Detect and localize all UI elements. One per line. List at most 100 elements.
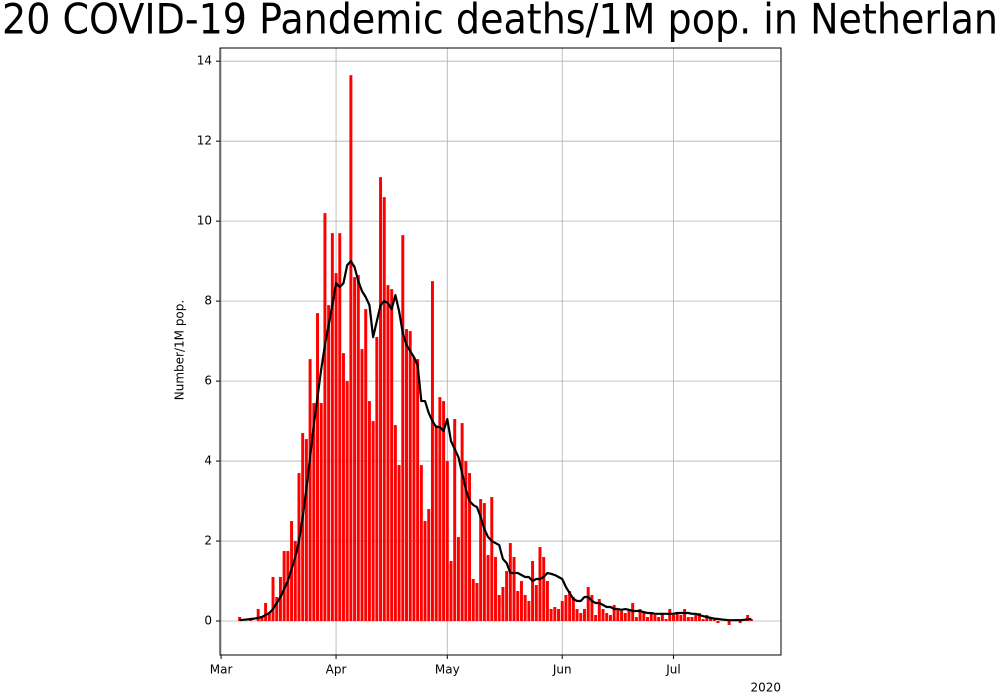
bar [356,275,360,622]
bar [271,577,275,622]
bar [601,609,605,622]
bar [304,439,308,622]
bar [534,585,538,622]
x-tick-label: Apr [326,663,347,677]
bar [464,461,468,622]
bar [579,613,583,622]
bar [668,609,672,622]
bar [620,611,624,622]
bar [605,613,609,622]
bar [334,273,338,622]
bar [531,561,535,622]
bar [330,233,334,622]
bar [660,613,664,622]
bar [382,197,386,622]
bar [379,177,383,622]
bar [353,277,357,622]
bar [460,423,464,622]
bar [683,609,687,622]
bar [479,499,483,622]
bar [408,331,412,622]
bar [575,609,579,622]
bar [616,609,620,622]
bar [453,419,457,622]
bar [679,615,683,622]
bar [423,521,427,622]
x-tick-label: May [435,663,460,677]
bar [371,421,375,622]
y-tick-label: 8 [204,294,212,308]
bar [393,425,397,622]
bar [475,583,479,622]
bar [523,595,527,622]
bar [538,547,542,622]
bar [653,615,657,622]
bar [512,557,516,622]
bar [583,609,586,622]
bar [501,587,505,622]
bar [642,611,646,622]
bar [716,621,720,624]
bar [508,543,512,622]
bar [308,359,312,622]
y-tick-label: 14 [197,54,212,68]
bar [542,557,546,622]
bar [260,617,264,622]
bar [490,497,494,622]
bar [486,555,490,622]
bar [671,615,675,622]
bar [238,617,242,622]
bar [264,603,268,622]
bar [430,281,434,622]
bar [282,551,286,622]
bar [527,601,531,622]
bar [345,381,349,622]
bar [557,609,561,622]
bar [449,561,453,622]
bar [553,607,557,622]
bar [341,353,345,622]
bar [709,617,713,622]
bar [516,591,520,622]
bar [471,579,475,622]
bar [664,619,668,622]
bar [482,503,486,622]
bar [386,285,390,622]
bar [638,609,642,622]
bar [505,571,509,622]
bar [686,617,690,622]
bar [286,551,290,622]
bar [568,591,572,622]
bar [549,609,553,622]
x-tick-label: Jul [665,663,680,677]
bar [412,357,416,622]
bar [649,613,653,622]
bar [497,595,501,622]
bar [712,619,716,622]
bar [338,233,342,622]
y-tick-label: 2 [204,534,212,548]
bar [694,615,698,622]
bar [319,403,323,622]
bar [401,235,405,622]
bar [375,337,379,622]
bar [519,581,523,622]
bar [367,401,371,622]
bar [701,619,705,622]
bar [738,621,742,624]
bar [545,581,549,622]
bar [571,597,575,622]
bar [675,613,679,622]
bar [442,401,446,622]
bar [586,587,590,622]
bar [405,329,408,622]
bar [267,613,271,622]
bar [349,75,353,622]
bar [597,599,601,622]
bar [468,473,472,622]
bar [646,617,649,622]
bar [416,359,420,622]
bar [456,537,460,622]
bar [657,617,661,622]
